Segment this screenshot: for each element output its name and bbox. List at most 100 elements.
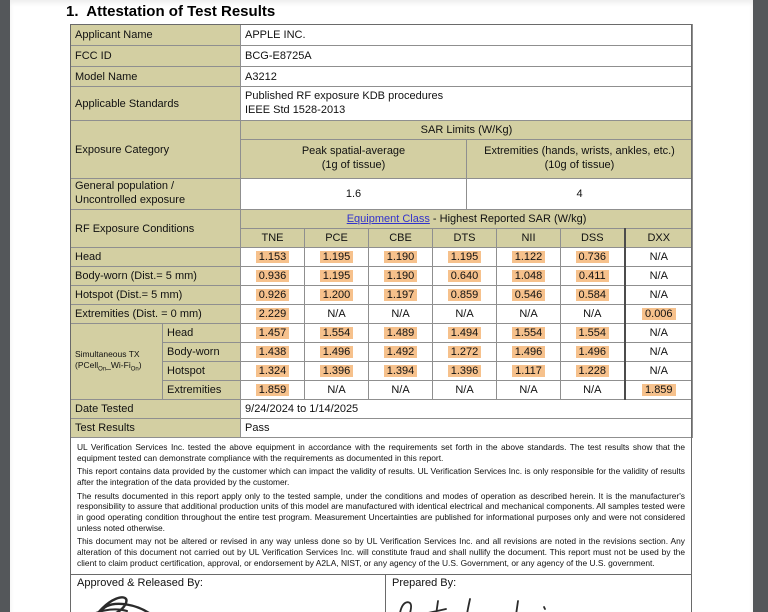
sar-value-cell: N/A	[623, 285, 694, 305]
table-row: Head 1.153 1.195 1.190 1.195 1.122 0.736 N/A	[69, 247, 694, 267]
table-row: Body-worn (Dist.= 5 mm) 0.936 1.195 1.190 0.…	[69, 266, 694, 286]
table-row: General population / Uncontrolled exposu…	[70, 178, 693, 210]
column-header-pce: PCE	[304, 228, 370, 248]
sar-value-cell: 1.554	[560, 323, 626, 343]
disclaimer-section: UL Verification Services Inc. tested the…	[70, 438, 692, 576]
table-row: Simultaneous TX (PCellOn_Wi-FiOn) Head 1.…	[70, 323, 694, 400]
fcc-id-value: BCG-E8725A	[240, 45, 693, 67]
sar-value-cell: 1.492	[368, 342, 434, 362]
table-row: Date Tested 9/24/2024 to 1/14/2025	[69, 399, 694, 419]
table-row: FCC ID BCG-E8725A	[70, 45, 693, 67]
sar-value-cell: N/A	[560, 380, 626, 400]
sar-value-cell: 1.195	[432, 247, 498, 267]
sar-value-cell: 1.272	[432, 342, 498, 362]
column-header-dss: DSS	[560, 228, 626, 248]
row-label: Extremities (Dist. = 0 mm)	[69, 304, 242, 324]
sar-value-cell: N/A	[623, 266, 694, 286]
sar-value-cell: 1.195	[304, 266, 370, 286]
sar-limits-header: SAR Limits (W/Kg)	[240, 120, 693, 140]
sar-value-cell: 1.153	[240, 247, 306, 267]
approved-released-label: Approved & Released By:	[77, 577, 203, 590]
sar-value-cell: 1.197	[368, 285, 434, 305]
disclaimer-paragraph: The results documented in this report ap…	[77, 490, 685, 533]
row-label: Head	[161, 323, 242, 343]
sar-value-cell: 1.554	[304, 323, 370, 343]
sar-value-cell: 0.936	[240, 266, 306, 286]
page-title: 1. Attestation of Test Results	[66, 3, 276, 20]
sar-value-cell: 1.117	[496, 361, 562, 381]
simultaneous-tx-label: Simultaneous TX (PCellOn_Wi-FiOn)	[70, 323, 163, 400]
disclaimer-paragraph: UL Verification Services Inc. tested the…	[77, 442, 685, 463]
sar-value-cell: 0.411	[560, 266, 626, 286]
table-row: Test Results Pass	[69, 418, 694, 438]
extremities-limit-header: Extremities (hands, wrists, ankles, etc.…	[466, 139, 693, 179]
approved-released-cell: Approved & Released By:	[71, 575, 386, 612]
sar-value-cell: 0.859	[432, 285, 498, 305]
model-name-label: Model Name	[70, 66, 241, 87]
prepared-by-cell: Prepared By:	[386, 575, 691, 612]
table-row: Extremities 1.859 N/A N/A N/A N/A N/A 1.859	[71, 380, 694, 400]
sar-value-cell: N/A	[623, 323, 694, 343]
test-results-value: Pass	[240, 418, 694, 438]
sar-value-cell: N/A	[623, 247, 694, 267]
sar-value-cell: 1.048	[496, 266, 562, 286]
sar-value-cell: 1.394	[368, 361, 434, 381]
extremities-limit-value: 4	[466, 178, 693, 210]
applicant-name-label: Applicant Name	[70, 24, 241, 46]
sar-value-cell: N/A	[304, 380, 370, 400]
sar-value-cell: 1.859	[623, 380, 694, 400]
exposure-category-label: Exposure Category	[70, 120, 241, 179]
table-row: Exposure Category SAR Limits (W/Kg)	[70, 120, 693, 179]
applicant-info-table: Applicant Name APPLE INC. FCC ID BCG-E87…	[70, 24, 693, 121]
sar-value-cell: N/A	[368, 304, 434, 324]
sar-value-cell: N/A	[304, 304, 370, 324]
sar-value-cell: 1.494	[432, 323, 498, 343]
sar-value-cell: 1.859	[240, 380, 306, 400]
row-label: Hotspot (Dist.= 5 mm)	[69, 285, 242, 305]
sar-value-cell: N/A	[623, 342, 694, 362]
rf-exposure-conditions-label: RF Exposure Conditions	[69, 209, 242, 248]
rf-exposure-table: RF Exposure Conditions Equipment Class -…	[69, 209, 694, 438]
column-header-row: TNE PCE CBE DTS NII DSS DXX	[71, 228, 694, 248]
sar-value-cell: 1.496	[496, 342, 562, 362]
exposure-category-table: Exposure Category SAR Limits (W/Kg) Peak…	[70, 120, 693, 210]
sar-value-cell: 1.190	[368, 266, 434, 286]
model-name-value: A3212	[240, 66, 693, 87]
applicable-standards-label: Applicable Standards	[70, 86, 241, 121]
approved-signature	[96, 596, 149, 612]
sar-value-cell: 1.324	[240, 361, 306, 381]
sar-value-cell: 1.496	[560, 342, 626, 362]
sar-value-cell: 1.195	[304, 247, 370, 267]
test-results-label: Test Results	[69, 418, 242, 438]
general-population-label: General population / Uncontrolled exposu…	[70, 178, 241, 210]
applicable-standards-value: Published RF exposure KDB procedures IEE…	[240, 86, 693, 121]
column-header-tne: TNE	[240, 228, 306, 248]
sar-value-cell: 1.554	[496, 323, 562, 343]
row-label: Head	[69, 247, 242, 267]
document-page: 1. Attestation of Test Results Applicant…	[10, 0, 753, 612]
sar-value-cell: 0.584	[560, 285, 626, 305]
equipment-class-link[interactable]: Equipment Class	[346, 213, 430, 225]
attestation-table: Applicant Name APPLE INC. FCC ID BCG-E87…	[69, 24, 694, 612]
column-header-dts: DTS	[432, 228, 498, 248]
sar-value-cell: 1.457	[240, 323, 306, 343]
column-header-nii: NII	[496, 228, 562, 248]
applicant-name-value: APPLE INC.	[240, 24, 693, 46]
sar-value-cell: 1.122	[496, 247, 562, 267]
sar-value-cell: N/A	[432, 304, 498, 324]
row-label: Body-worn	[161, 342, 242, 362]
date-tested-value: 9/24/2024 to 1/14/2025	[240, 399, 694, 419]
sar-value-cell: 1.489	[368, 323, 434, 343]
peak-limit-value: 1.6	[240, 178, 467, 210]
sar-value-cell: 1.228	[560, 361, 626, 381]
sar-value-cell: 0.546	[496, 285, 562, 305]
sar-value-cell: 1.496	[304, 342, 370, 362]
sar-value-cell: 0.640	[432, 266, 498, 286]
sar-value-cell: N/A	[432, 380, 498, 400]
sar-value-cell: 2.229	[240, 304, 306, 324]
table-row: Extremities (Dist. = 0 mm) 2.229 N/A N/A N/A…	[69, 304, 694, 324]
sar-value-cell: N/A	[496, 304, 562, 324]
fcc-id-label: FCC ID	[70, 45, 241, 67]
table-row: Applicant Name APPLE INC.	[70, 24, 693, 46]
sar-value-cell: 0.926	[240, 285, 306, 305]
